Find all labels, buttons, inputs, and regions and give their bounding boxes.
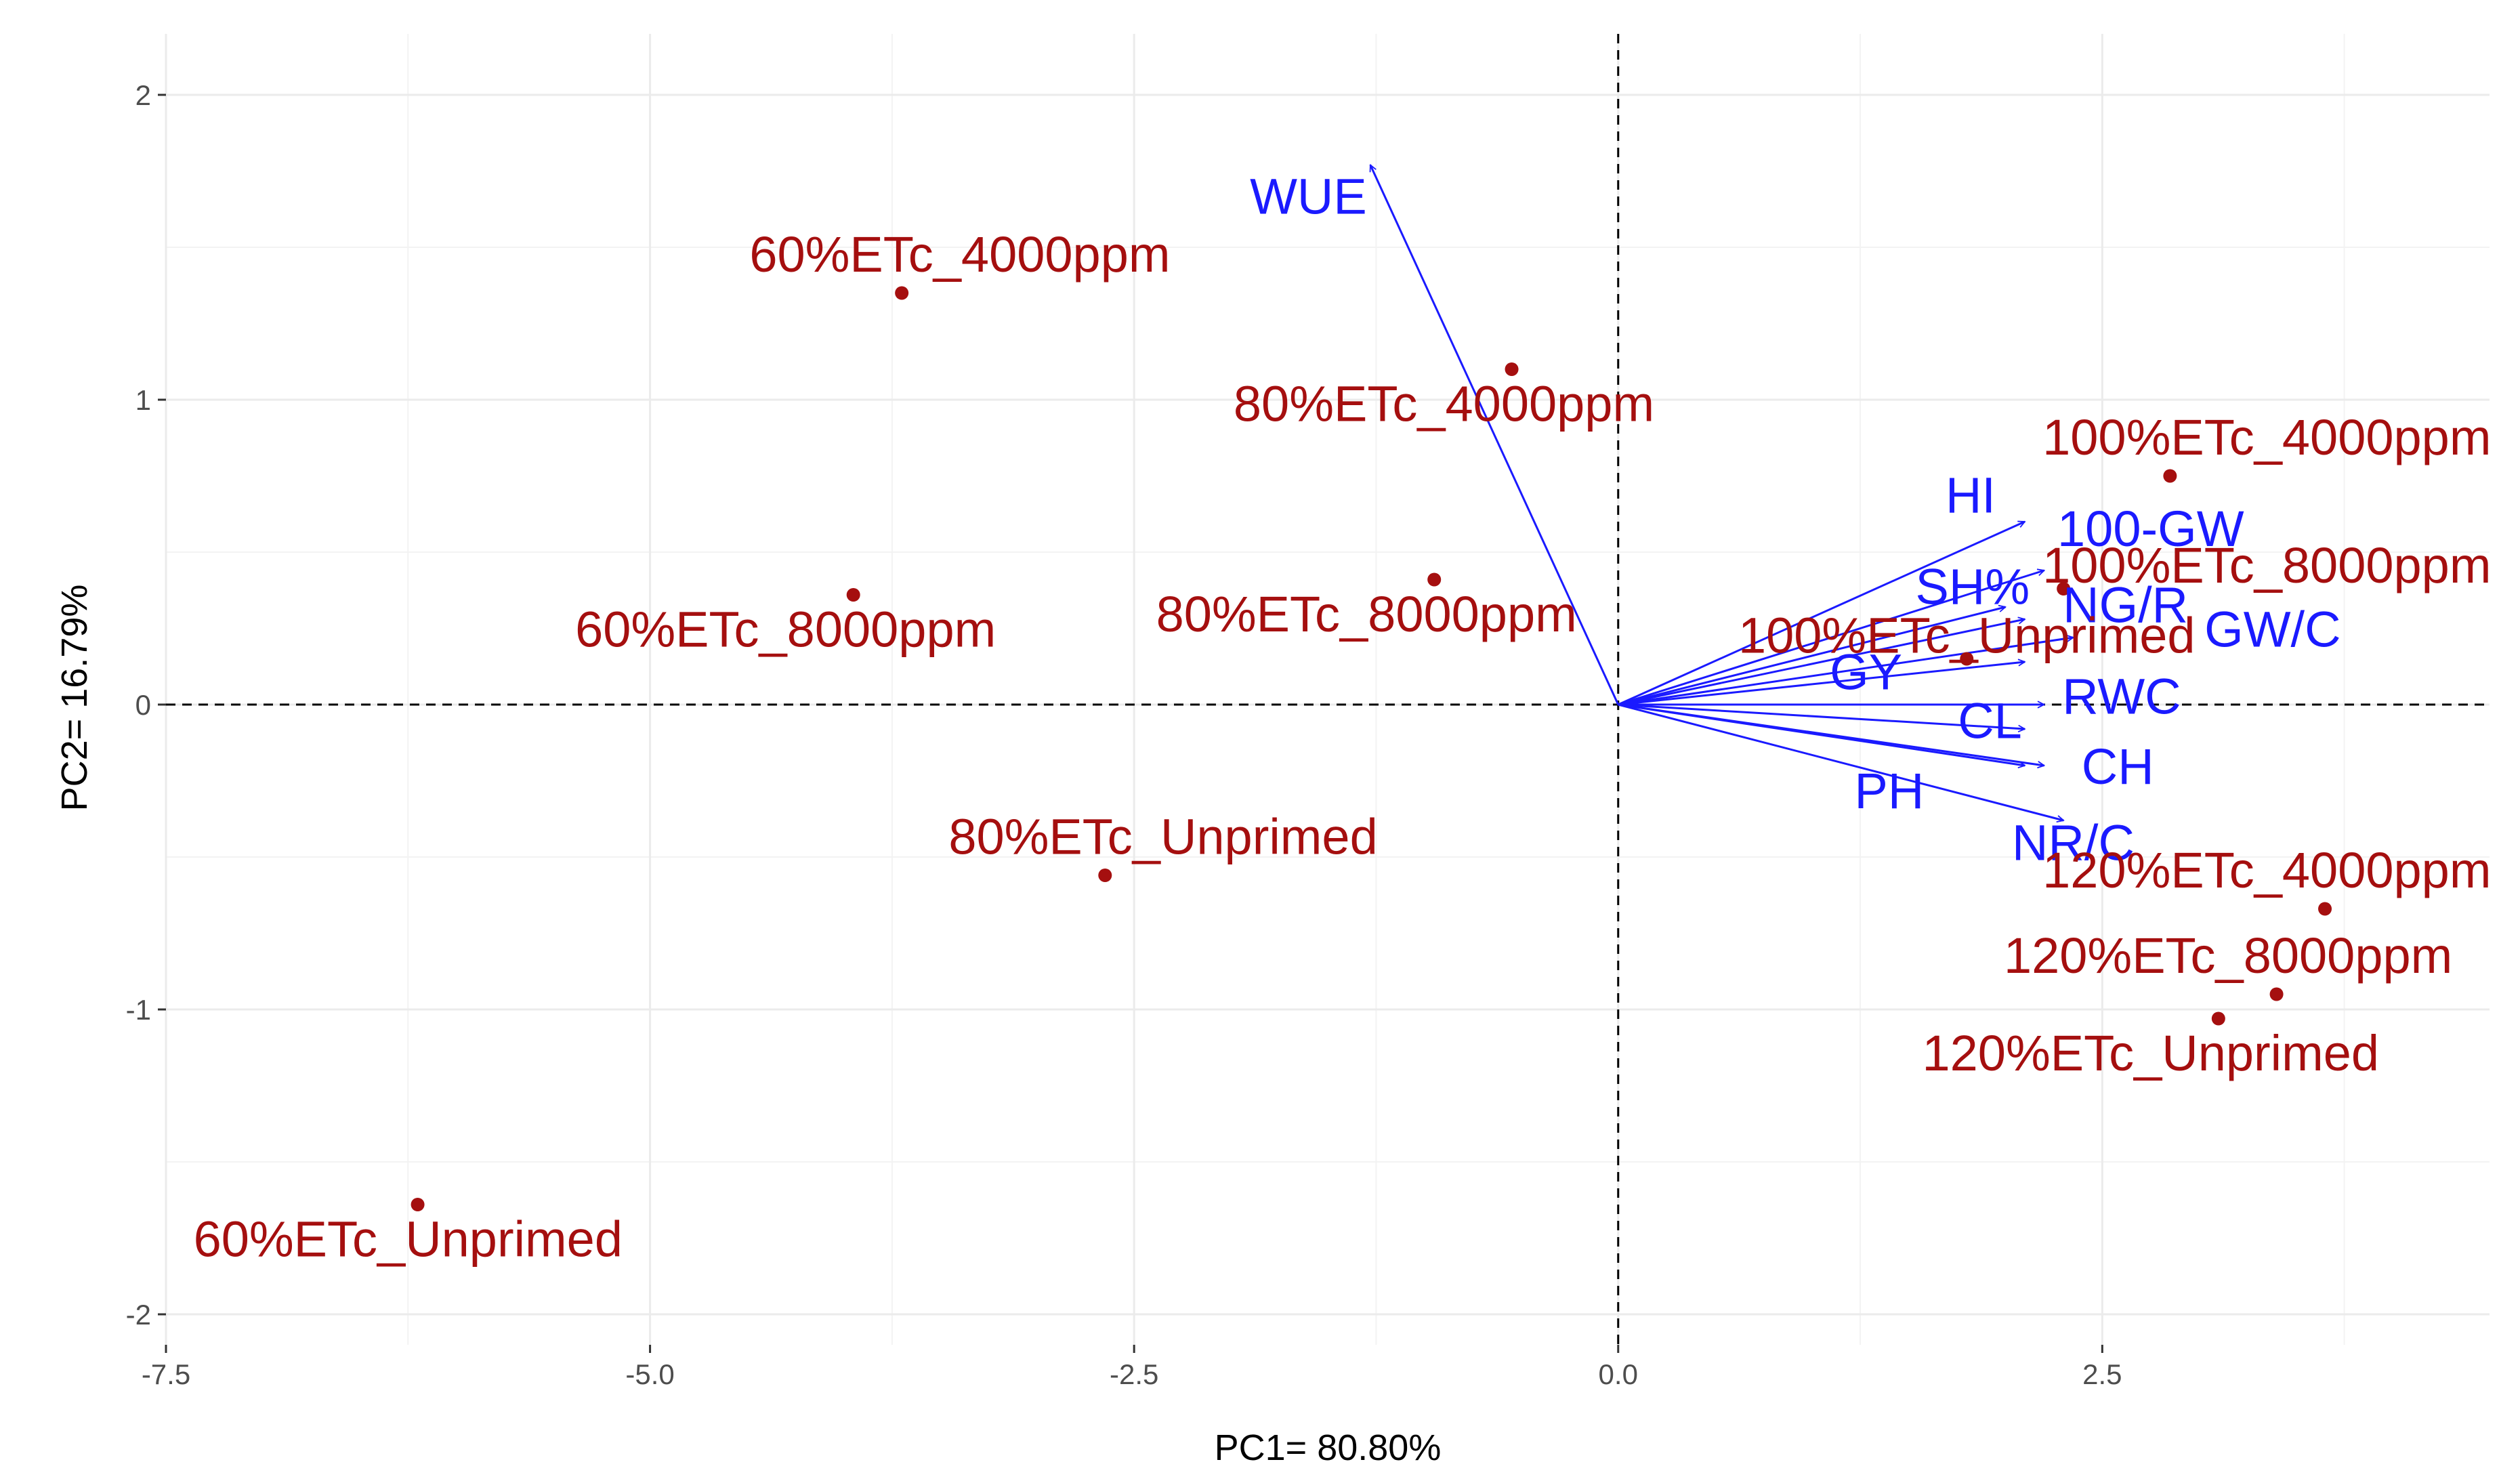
observation-point xyxy=(2163,469,2177,483)
loading-label: CH xyxy=(2082,738,2154,795)
observation-label: 80%ETc_Unprimed xyxy=(948,809,1377,865)
loading-arrow xyxy=(1618,703,2025,729)
loading-arrow xyxy=(1618,638,2074,706)
y-axis-title: PC2= 16.79% xyxy=(54,585,95,812)
loading-arrow xyxy=(1618,619,2025,706)
loading-arrow xyxy=(1618,703,2063,820)
labels: WUE HI 100-GW SH% NG/R GW/C GY RWC CL CH PH NR/C 60%… xyxy=(194,169,2492,1268)
y-tick-label: 1 xyxy=(135,384,151,416)
observation-label: 60%ETc_4000ppm xyxy=(749,226,1170,283)
observation-label: 60%ETc_8000ppm xyxy=(575,602,996,658)
y-axis-ticks: -2 -1 0 1 2 xyxy=(126,79,166,1331)
loading-label: HI xyxy=(1946,467,1996,524)
observation-point xyxy=(2269,987,2284,1001)
major-gridlines xyxy=(165,34,2490,1345)
loading-label: SH% xyxy=(1916,559,2030,615)
loading-arrow xyxy=(1618,570,2044,706)
loading-arrow xyxy=(1369,165,1620,705)
y-tick-label: 0 xyxy=(135,689,151,721)
loading-label: NG/R xyxy=(2063,577,2188,633)
loading-arrow xyxy=(1618,703,2025,766)
loading-arrow xyxy=(1618,607,2006,706)
observation-label: 80%ETc_8000ppm xyxy=(1156,586,1577,642)
observation-point xyxy=(1427,572,1442,587)
x-tick-label: -5.0 xyxy=(625,1358,674,1390)
loading-label: PH xyxy=(1855,763,1925,819)
loading-label: RWC xyxy=(2062,669,2181,725)
observation-point xyxy=(411,1198,425,1211)
observation-label: 100%ETc_Unprimed xyxy=(1738,608,2196,664)
observation-point xyxy=(1098,869,1112,882)
observation-label: 120%ETc_4000ppm xyxy=(2042,842,2491,898)
observation-points xyxy=(411,286,2332,1211)
observation-label: 120%ETc_Unprimed xyxy=(1923,1025,2380,1081)
observation-label: 60%ETc_Unprimed xyxy=(194,1211,623,1268)
loading-arrows xyxy=(1369,165,2074,821)
observation-point xyxy=(2318,902,2332,916)
loading-label: CL xyxy=(1958,693,2022,749)
observation-point xyxy=(895,286,909,300)
x-axis-title: PC1= 80.80% xyxy=(1215,1427,1442,1468)
x-tick-label: 2.5 xyxy=(2082,1358,2122,1390)
loading-label: NR/C xyxy=(2012,815,2135,871)
loading-label: GW/C xyxy=(2204,602,2340,658)
observation-label: 100%ETc_4000ppm xyxy=(2042,409,2491,465)
observation-point xyxy=(846,588,860,602)
x-tick-label: -7.5 xyxy=(142,1358,190,1390)
reference-lines xyxy=(166,34,2490,1345)
observation-point xyxy=(2211,1011,2225,1026)
observation-label: 120%ETc_8000ppm xyxy=(2004,927,2452,984)
loading-label: 100-GW xyxy=(2057,501,2244,557)
observation-point xyxy=(2057,582,2071,596)
loading-arrow xyxy=(1618,662,2025,706)
y-tick-label: 2 xyxy=(135,79,151,111)
y-tick-label: -1 xyxy=(126,994,151,1026)
y-tick-label: -2 xyxy=(126,1299,151,1331)
observation-point xyxy=(1960,652,1974,666)
observation-label: 80%ETc_4000ppm xyxy=(1234,376,1654,432)
loading-arrow xyxy=(1618,520,2025,706)
observation-point xyxy=(1505,362,1519,376)
observation-label: 100%ETc_8000ppm xyxy=(2042,537,2491,593)
x-tick-label: 0.0 xyxy=(1599,1358,1638,1390)
loading-label: GY xyxy=(1830,644,1902,701)
x-tick-label: -2.5 xyxy=(1110,1358,1158,1390)
loading-label: WUE xyxy=(1250,169,1367,225)
x-axis-ticks: -7.5 -5.0 -2.5 0.0 2.5 xyxy=(142,1345,2122,1390)
